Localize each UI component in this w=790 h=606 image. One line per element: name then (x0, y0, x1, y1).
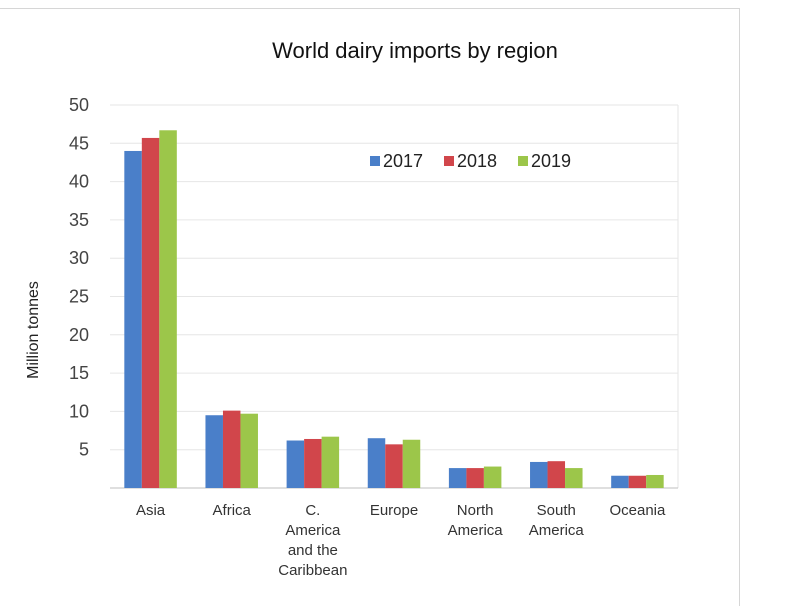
x-tick-label: North America (448, 502, 504, 539)
bar-2017-4 (448, 468, 467, 488)
bar-2018-2 (304, 438, 322, 488)
legend-label-2018: 2018 (457, 151, 497, 171)
legend-label-2017: 2017 (383, 151, 423, 171)
x-tick-label: South America (529, 502, 585, 539)
x-tick-label: Europe (370, 502, 418, 519)
legend-label-2019: 2019 (531, 151, 571, 171)
y-tick-label: 15 (69, 363, 89, 383)
y-tick-label: 45 (69, 133, 89, 153)
chart-title: World dairy imports by region (272, 38, 558, 63)
chart-frame (0, 8, 740, 606)
bar-2017-1 (205, 415, 223, 488)
bar-2018-1 (222, 410, 241, 488)
bar-2017-5 (530, 461, 548, 488)
bar-2019-2 (321, 436, 340, 488)
legend-swatch-2019 (518, 156, 528, 166)
x-tick-label: C. America and the Caribbean (278, 502, 347, 579)
bar-2018-6 (628, 475, 647, 488)
x-tick-label: Africa (213, 502, 252, 519)
y-tick-label: 35 (69, 210, 89, 230)
y-tick-label: 20 (69, 325, 89, 345)
bar-2017-2 (286, 440, 305, 488)
legend-swatch-2018 (444, 156, 454, 166)
bar-2017-3 (367, 438, 386, 488)
bar-2018-4 (466, 468, 484, 488)
y-tick-label: 10 (69, 401, 89, 421)
y-tick-label: 25 (69, 287, 89, 307)
bar-2018-3 (385, 444, 403, 488)
bar-2018-0 (141, 137, 160, 489)
bar-2017-0 (124, 150, 142, 488)
y-tick-label: 50 (69, 95, 89, 115)
legend-swatch-2017 (370, 156, 380, 166)
x-tick-label: Asia (136, 502, 166, 519)
bar-2019-0 (159, 130, 177, 488)
bar-2019-6 (646, 474, 664, 488)
y-tick-label: 40 (69, 172, 89, 192)
bar-2019-1 (240, 413, 258, 488)
bar-2019-5 (565, 468, 583, 488)
y-tick-label: 30 (69, 248, 89, 268)
y-tick-label: 5 (79, 440, 89, 460)
x-tick-label: Oceania (609, 502, 666, 519)
bar-2017-6 (611, 475, 629, 488)
bar-2019-3 (402, 439, 421, 488)
bar-2018-5 (547, 461, 566, 488)
bar-2019-4 (483, 466, 502, 488)
